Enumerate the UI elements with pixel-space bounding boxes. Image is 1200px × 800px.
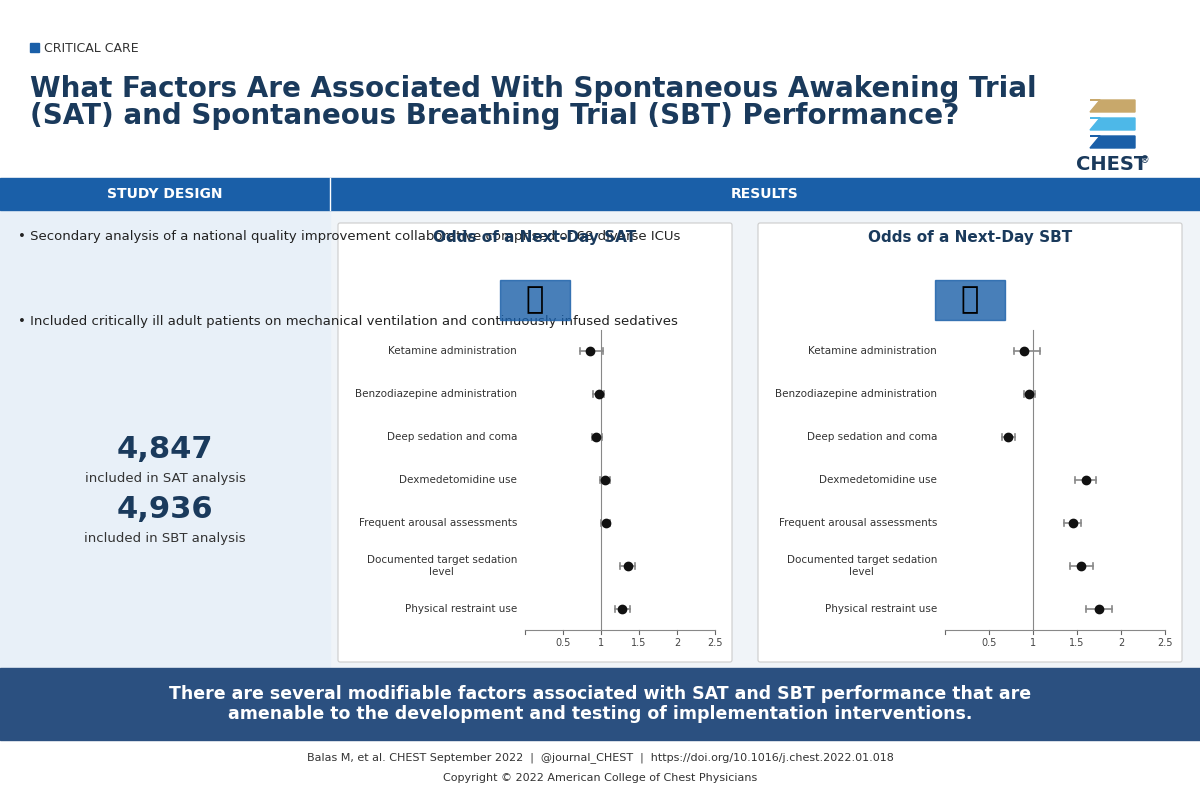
Bar [0, 178, 1200, 210]
Text: ®: ® [1140, 155, 1150, 165]
Bar [0, 0, 1200, 210]
Polygon shape [1090, 100, 1135, 112]
Bar [0, 210, 1200, 670]
Text: Physical restraint use: Physical restraint use [404, 603, 517, 614]
Text: Frequent arousal assessments: Frequent arousal assessments [359, 518, 517, 528]
FancyBboxPatch shape [758, 223, 1182, 662]
Text: (SAT) and Spontaneous Breathing Trial (SBT) Performance?: (SAT) and Spontaneous Breathing Trial (S… [30, 102, 959, 130]
Text: 🫁: 🫁 [961, 286, 979, 314]
Bar [935, 280, 1006, 320]
Text: Balas M, et al. CHEST September 2022  |  @journal_CHEST  |  https://doi.org/10.1: Balas M, et al. CHEST September 2022 | @… [306, 753, 894, 763]
Text: CHEST: CHEST [1076, 155, 1147, 174]
Text: 1: 1 [1030, 638, 1036, 648]
Text: 4,936: 4,936 [116, 495, 214, 525]
Text: • Secondary analysis of a national quality improvement collaborative comprised o: • Secondary analysis of a national quali… [18, 230, 680, 243]
Text: Physical restraint use: Physical restraint use [824, 603, 937, 614]
Text: CRITICAL CARE: CRITICAL CARE [44, 42, 139, 54]
Polygon shape [1090, 136, 1135, 148]
Polygon shape [1090, 118, 1135, 130]
FancyBboxPatch shape [338, 223, 732, 662]
Text: 🛏: 🛏 [526, 286, 544, 314]
Text: RESULTS: RESULTS [731, 187, 799, 201]
Text: 2: 2 [674, 638, 680, 648]
Text: 4,847: 4,847 [116, 435, 214, 465]
Text: Documented target sedation
level: Documented target sedation level [787, 555, 937, 577]
Text: Deep sedation and coma: Deep sedation and coma [806, 432, 937, 442]
Text: Documented target sedation
level: Documented target sedation level [367, 555, 517, 577]
Text: Dexmedetomidine use: Dexmedetomidine use [400, 475, 517, 485]
Text: Deep sedation and coma: Deep sedation and coma [386, 432, 517, 442]
Text: included in SAT analysis: included in SAT analysis [84, 472, 246, 485]
Bar [30, 43, 38, 52]
Text: Benzodiazepine administration: Benzodiazepine administration [355, 390, 517, 399]
Text: Odds of a Next-Day SAT: Odds of a Next-Day SAT [433, 230, 637, 245]
Text: 1: 1 [598, 638, 604, 648]
Text: included in SBT analysis: included in SBT analysis [84, 532, 246, 545]
Text: Dexmedetomidine use: Dexmedetomidine use [820, 475, 937, 485]
Text: Copyright © 2022 American College of Chest Physicians: Copyright © 2022 American College of Che… [443, 773, 757, 783]
Text: STUDY DESIGN: STUDY DESIGN [107, 187, 223, 201]
Text: • Included critically ill adult patients on mechanical ventilation and continuou: • Included critically ill adult patients… [18, 315, 678, 328]
Text: Ketamine administration: Ketamine administration [389, 346, 517, 357]
Text: There are several modifiable factors associated with SAT and SBT performance tha: There are several modifiable factors ass… [169, 685, 1031, 723]
Bar [0, 668, 1200, 740]
Text: Frequent arousal assessments: Frequent arousal assessments [779, 518, 937, 528]
Text: What Factors Are Associated With Spontaneous Awakening Trial: What Factors Are Associated With Spontan… [30, 75, 1037, 103]
Text: 2.5: 2.5 [707, 638, 722, 648]
Text: 1.5: 1.5 [1069, 638, 1085, 648]
Text: 2: 2 [1118, 638, 1124, 648]
Text: 0.5: 0.5 [556, 638, 571, 648]
Text: Benzodiazepine administration: Benzodiazepine administration [775, 390, 937, 399]
Bar [0, 210, 330, 670]
Text: 0.5: 0.5 [982, 638, 997, 648]
Text: Odds of a Next-Day SBT: Odds of a Next-Day SBT [868, 230, 1072, 245]
Bar [500, 280, 570, 320]
Text: Ketamine administration: Ketamine administration [809, 346, 937, 357]
Text: 2.5: 2.5 [1157, 638, 1172, 648]
Text: 1.5: 1.5 [631, 638, 647, 648]
